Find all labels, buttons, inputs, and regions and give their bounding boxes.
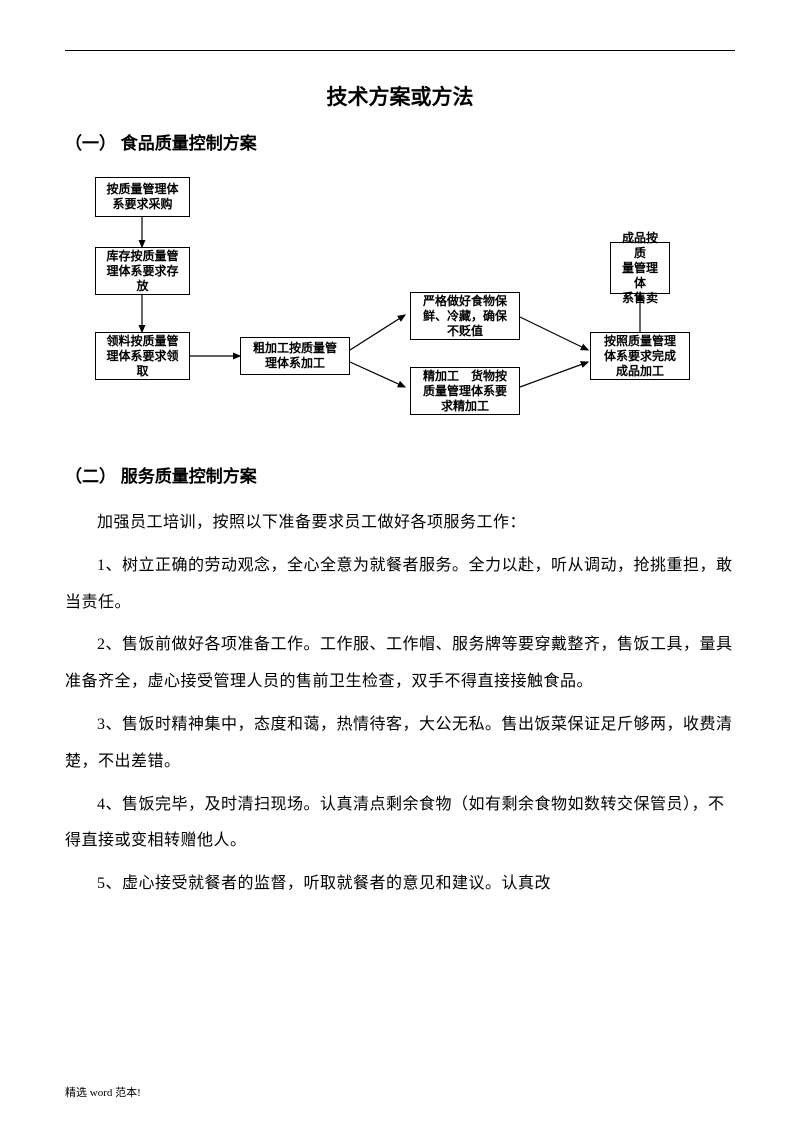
flow-node-n5: 严格做好食物保鲜、冷藏，确保不贬值 bbox=[410, 292, 520, 340]
flow-node-n1: 按质量管理体系要求采购 bbox=[95, 177, 190, 217]
para-2: 2、售饭前做好各项准备工作。工作服、工作帽、服务牌等要穿戴整齐，售饭工具，量具准… bbox=[65, 627, 735, 701]
top-rule bbox=[65, 50, 735, 51]
para-3: 3、售饭时精神集中，态度和蔼，热情待客，大公无私。售出饭菜保证足斤够两，收费清楚… bbox=[65, 707, 735, 781]
flow-node-n3: 领料按质量管理体系要求领取 bbox=[95, 332, 190, 380]
section2-heading: （二） 服务质量控制方案 bbox=[65, 462, 735, 487]
section1-heading: （一） 食品质量控制方案 bbox=[65, 129, 735, 154]
footer: 精选 word 范本! bbox=[65, 1084, 141, 1100]
flow-node-n2: 库存按质量管理体系要求存放 bbox=[95, 247, 190, 295]
flow-node-n7: 按照质量管理体系要求完成成品加工 bbox=[590, 332, 690, 380]
edge-n5-n7 bbox=[520, 317, 588, 350]
flowchart: 按质量管理体系要求采购库存按质量管理体系要求存放领料按质量管理体系要求领取 粗加工… bbox=[70, 172, 730, 442]
para-5: 5、虚心接受就餐者的监督，听取就餐者的意见和建议。认真改 bbox=[65, 866, 735, 903]
flow-node-n4: 粗加工按质量管理体系加工 bbox=[240, 337, 350, 375]
para-4: 4、售饭完毕，及时清扫现场。认真清点剩余食物（如有剩余食物如数转交保管员），不得… bbox=[65, 787, 735, 861]
para-1: 1、树立正确的劳动观念，全心全意为就餐者服务。全力以赴，听从调动，抢挑重担，敢当… bbox=[65, 548, 735, 622]
page-title: 技术方案或方法 bbox=[65, 81, 735, 111]
flow-node-n8: 成品按质量管理体系售卖 bbox=[610, 242, 670, 294]
edge-n6-n7 bbox=[520, 362, 588, 387]
flow-node-n6: 精加工 货物按质量管理体系要求精加工 bbox=[410, 367, 520, 415]
para-0: 加强员工培训，按照以下准备要求员工做好各项服务工作： bbox=[65, 505, 735, 542]
edge-n4-n5 bbox=[350, 315, 405, 350]
edge-n4-n6 bbox=[350, 362, 405, 387]
